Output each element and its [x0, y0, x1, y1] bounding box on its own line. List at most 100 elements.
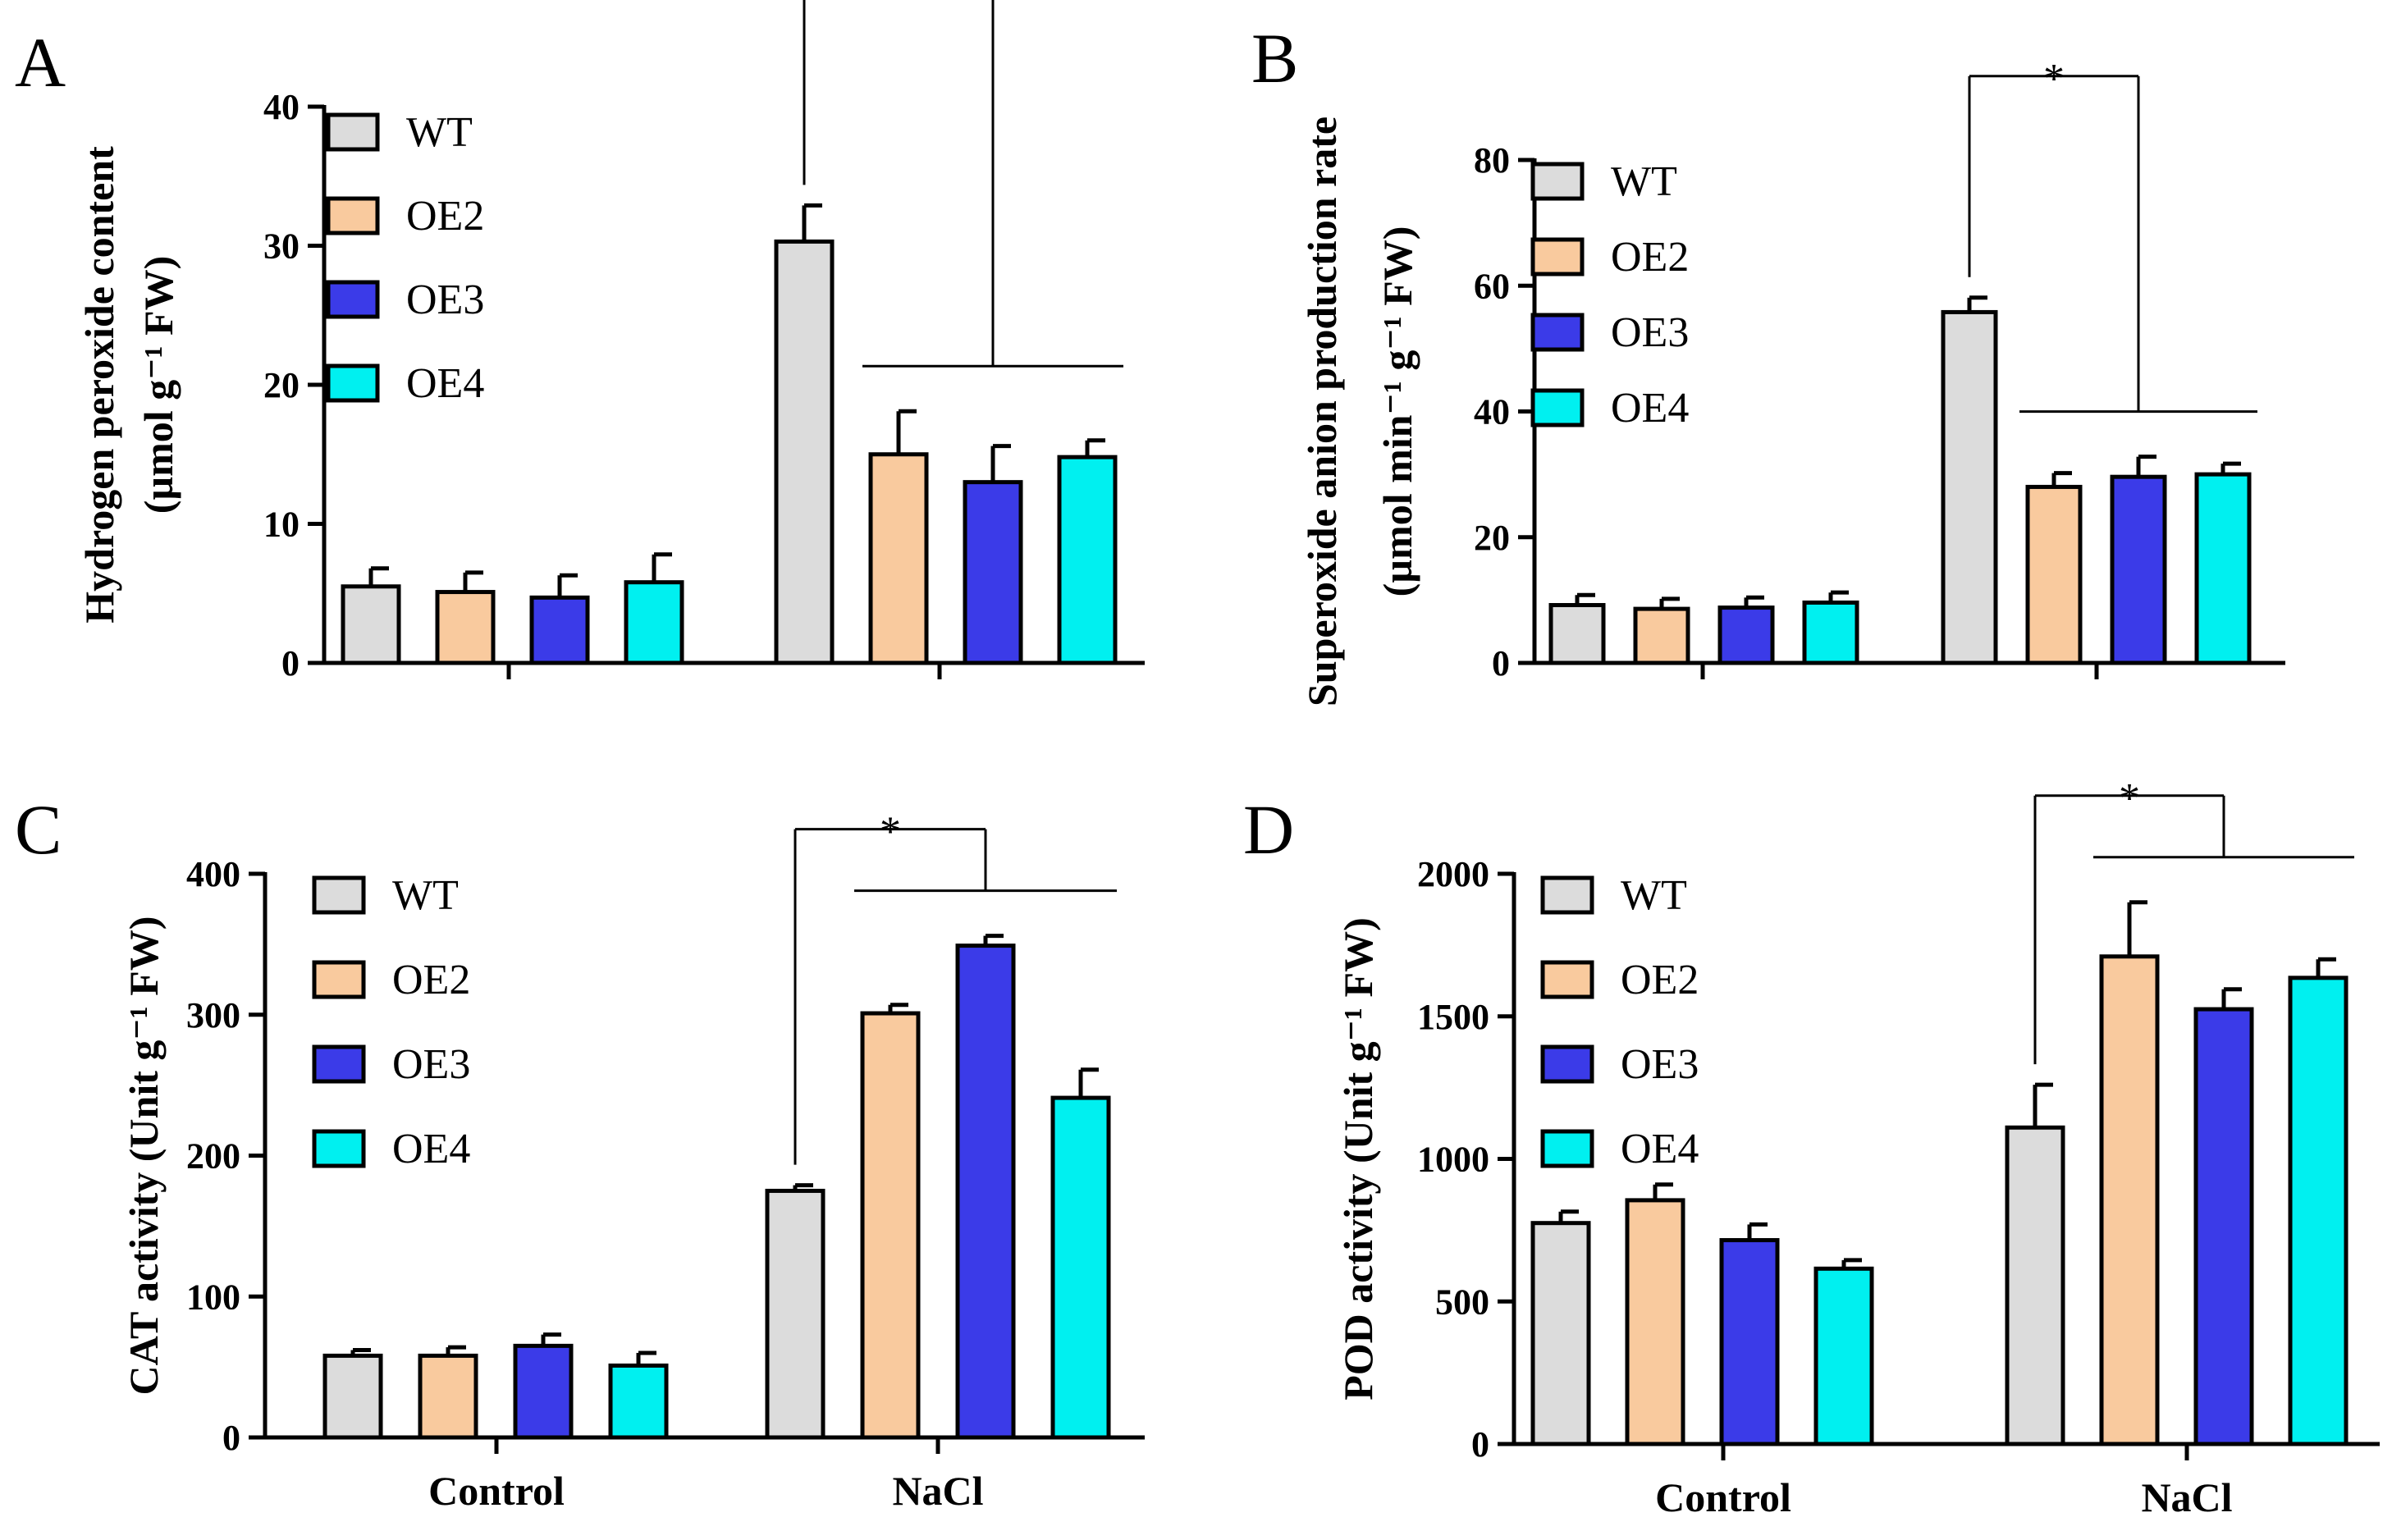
legend-swatch — [326, 363, 380, 403]
legend-swatch — [326, 280, 380, 319]
significance-star: * — [2119, 775, 2140, 822]
legend-label: OE3 — [1611, 309, 1689, 356]
y-axis-label: POD activity (Unit g⁻¹ FW) — [1335, 917, 1381, 1401]
panel-letter: D — [1243, 790, 1294, 869]
bar-oe2 — [418, 1353, 478, 1440]
bar-wt — [341, 584, 401, 665]
y-tick-label: 80 — [1474, 140, 1510, 181]
y-axis-label: Hydrogen peroxide content — [76, 146, 122, 624]
y-tick-label: 0 — [1471, 1424, 1489, 1465]
bar-oe2 — [1625, 1198, 1685, 1446]
legend-label: OE3 — [1621, 1041, 1699, 1088]
y-axis-label-units: (µmol min⁻¹ g⁻¹ FW) — [1374, 226, 1420, 597]
y-tick-label: 60 — [1474, 266, 1510, 306]
bar-wt — [1530, 1221, 1591, 1446]
bar-oe3 — [955, 944, 1016, 1440]
y-tick-label: 100 — [186, 1277, 240, 1317]
legend-swatch — [326, 196, 380, 235]
bar-oe2 — [868, 452, 929, 665]
legend-swatch — [1540, 960, 1594, 999]
y-tick-label: 20 — [263, 365, 300, 405]
y-tick-label: 0 — [1492, 643, 1510, 683]
legend-label: OE2 — [1621, 957, 1699, 1003]
y-tick-label: 0 — [281, 643, 300, 683]
legend-label: OE3 — [392, 1041, 470, 1088]
legend-swatch — [326, 112, 380, 152]
panel-d: D 0 500 1000 1500 2000 POD activity (Unit g⁻¹ … — [1243, 775, 2380, 1520]
bar-oe2 — [2025, 484, 2083, 665]
bar-wt — [322, 1353, 383, 1440]
bar-oe3 — [2110, 474, 2167, 665]
legend-label: OE3 — [406, 276, 484, 323]
panel-letter: B — [1251, 19, 1298, 98]
legend-label: WT — [406, 109, 473, 156]
y-axis-label-units: (µmol g⁻¹ FW) — [135, 256, 181, 514]
bar-oe2 — [435, 590, 496, 665]
x-tick-label: NaCl — [2141, 1474, 2232, 1520]
y-tick-label: 200 — [186, 1136, 240, 1177]
panel-b: B 0 20 40 60 80 Superoxide anion production ra… — [1251, 19, 2285, 706]
panel-letter: A — [15, 23, 66, 102]
y-tick-label: 1500 — [1417, 997, 1489, 1037]
legend-swatch — [1540, 875, 1594, 915]
legend-swatch — [1530, 162, 1585, 201]
legend-label: OE4 — [406, 360, 484, 407]
legend-label: OE4 — [1621, 1126, 1699, 1172]
legend-swatch — [1540, 1129, 1594, 1168]
legend-label: OE4 — [1611, 385, 1689, 432]
x-tick-label: Control — [428, 1468, 565, 1514]
y-axis-label: CAT activity (Unit g⁻¹ FW) — [121, 916, 167, 1396]
bar-oe3 — [963, 480, 1023, 665]
y-tick-label: 2000 — [1417, 854, 1489, 894]
bar-oe3 — [529, 595, 590, 665]
x-tick-label: Control — [1655, 1474, 1791, 1520]
bar-wt — [1548, 603, 1606, 665]
y-tick-label: 10 — [263, 505, 300, 545]
legend-label: WT — [1611, 158, 1677, 205]
bar-wt — [774, 239, 835, 665]
bar-wt — [2005, 1125, 2065, 1446]
y-tick-label: 40 — [263, 87, 300, 127]
bar-oe3 — [513, 1343, 574, 1440]
panel-c: C 0 100 200 300 400 CAT activity (Unit g⁻¹ FW)… — [15, 790, 1145, 1514]
legend-swatch — [1530, 313, 1585, 352]
y-tick-label: 500 — [1435, 1282, 1489, 1322]
panel-a: A 0 10 20 30 40 Hydrogen peroxide content (µmol… — [15, 0, 1145, 683]
bar-oe2 — [2099, 954, 2160, 1446]
legend-swatch — [1540, 1044, 1594, 1084]
bar-wt — [765, 1188, 826, 1440]
legend-label: WT — [392, 872, 459, 919]
legend-swatch — [312, 875, 366, 915]
legend-swatch — [312, 1129, 366, 1168]
bar-oe4 — [2194, 472, 2252, 665]
legend-label: OE4 — [392, 1126, 470, 1172]
significance-star: * — [880, 809, 901, 856]
bar-oe4 — [1813, 1266, 1874, 1446]
bar-oe2 — [860, 1011, 921, 1440]
y-tick-label: 30 — [263, 226, 300, 267]
bar-wt — [1941, 309, 1998, 665]
bar-oe2 — [1633, 606, 1690, 665]
y-tick-label: 40 — [1474, 392, 1510, 432]
y-axis-label: Superoxide anion production rate — [1299, 117, 1345, 706]
bar-oe3 — [1717, 605, 1775, 665]
x-tick-label: NaCl — [892, 1468, 983, 1514]
legend-swatch — [1530, 388, 1585, 427]
legend-label: OE2 — [406, 193, 484, 240]
legend-label: OE2 — [1611, 234, 1689, 281]
bar-oe4 — [624, 580, 684, 665]
bar-oe3 — [2193, 1007, 2254, 1446]
panel-letter: C — [15, 790, 62, 869]
legend-label: WT — [1621, 872, 1687, 919]
bar-oe3 — [1719, 1238, 1780, 1446]
bar-oe4 — [1050, 1095, 1111, 1440]
y-tick-label: 0 — [222, 1418, 240, 1458]
significance-star: * — [888, 0, 909, 10]
bar-oe4 — [608, 1363, 669, 1440]
bar-oe4 — [2288, 976, 2349, 1446]
legend-label: OE2 — [392, 957, 470, 1003]
legend-swatch — [312, 960, 366, 999]
significance-star: * — [2043, 56, 2065, 103]
y-tick-label: 300 — [186, 995, 240, 1035]
